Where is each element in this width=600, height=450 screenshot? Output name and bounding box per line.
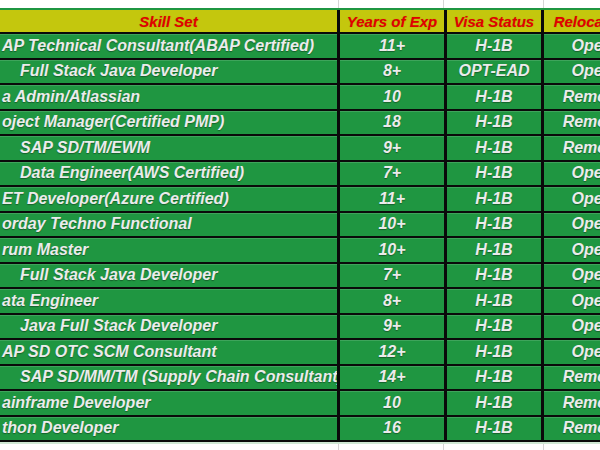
skill-cell[interactable]: Full Stack Java Developer — [0, 264, 340, 290]
visa-status-cell[interactable]: H-1B — [447, 366, 544, 392]
relocation-cell[interactable]: Open — [544, 264, 600, 290]
table-row: AP SD OTC SCM Consultant12+H-1BOpen — [0, 340, 600, 366]
column-gridline — [338, 444, 339, 450]
skill-cell[interactable]: SAP SD/TM/EWM — [0, 136, 340, 162]
header-years-of-exp[interactable]: Years of Exp — [340, 10, 447, 34]
visa-status-cell[interactable]: H-1B — [447, 264, 544, 290]
years-of-exp-cell[interactable]: 10+ — [340, 238, 447, 264]
table-row: ainframe Developer10H-1BRemote — [0, 391, 600, 417]
relocation-cell[interactable]: Open — [544, 60, 600, 86]
relocation-cell[interactable]: Open — [544, 340, 600, 366]
skill-cell[interactable]: SAP SD/MM/TM (Supply Chain Consultant) — [0, 366, 340, 392]
visa-status-cell[interactable]: H-1B — [447, 417, 544, 443]
relocation-cell[interactable]: Remote — [544, 111, 600, 137]
column-gridline — [443, 444, 444, 450]
header-relocation[interactable]: Relocation — [544, 10, 600, 34]
skill-cell[interactable]: orday Techno Functional — [0, 213, 340, 239]
years-of-exp-cell[interactable]: 7+ — [340, 264, 447, 290]
visa-status-cell[interactable]: H-1B — [447, 85, 544, 111]
skill-cell[interactable]: rum Master — [0, 238, 340, 264]
table-row: Data Engineer(AWS Certified)7+H-1BOpen — [0, 162, 600, 188]
visa-status-cell[interactable]: H-1B — [447, 289, 544, 315]
years-of-exp-cell[interactable]: 10 — [340, 85, 447, 111]
relocation-cell[interactable]: Remote — [544, 136, 600, 162]
skill-cell[interactable]: Java Full Stack Developer — [0, 315, 340, 341]
table-row: AP Technical Consultant(ABAP Certified)1… — [0, 34, 600, 60]
table-row: SAP SD/TM/EWM9+H-1BRemote — [0, 136, 600, 162]
table-row: thon Developer16H-1BRemote — [0, 417, 600, 443]
table-row: orday Techno Functional10+H-1BOpen — [0, 213, 600, 239]
years-of-exp-cell[interactable]: 11+ — [340, 34, 447, 60]
relocation-cell[interactable]: Open — [544, 213, 600, 239]
years-of-exp-cell[interactable]: 10+ — [340, 213, 447, 239]
relocation-cell[interactable]: Open — [544, 34, 600, 60]
years-of-exp-cell[interactable]: 9+ — [340, 315, 447, 341]
visa-status-cell[interactable]: H-1B — [447, 162, 544, 188]
visa-status-cell[interactable]: H-1B — [447, 315, 544, 341]
table-row: a Admin/Atlassian10H-1BRemote — [0, 85, 600, 111]
relocation-cell[interactable]: Remote — [544, 366, 600, 392]
years-of-exp-cell[interactable]: 16 — [340, 417, 447, 443]
relocation-cell[interactable]: Remote — [544, 417, 600, 443]
skill-cell[interactable]: thon Developer — [0, 417, 340, 443]
skill-cell[interactable]: Data Engineer(AWS Certified) — [0, 162, 340, 188]
skill-cell[interactable]: a Admin/Atlassian — [0, 85, 340, 111]
column-gridline — [338, 0, 339, 8]
sheet-margin-top — [0, 0, 600, 8]
table-row: Java Full Stack Developer9+H-1BOpen — [0, 315, 600, 341]
years-of-exp-cell[interactable]: 14+ — [340, 366, 447, 392]
table-row: Full Stack Java Developer7+H-1BOpen — [0, 264, 600, 290]
column-gridline — [443, 0, 444, 8]
visa-status-cell[interactable]: H-1B — [447, 391, 544, 417]
table-body: AP Technical Consultant(ABAP Certified)1… — [0, 34, 600, 442]
visa-status-cell[interactable]: OPT-EAD — [447, 60, 544, 86]
years-of-exp-cell[interactable]: 8+ — [340, 60, 447, 86]
years-of-exp-cell[interactable]: 11+ — [340, 187, 447, 213]
header-visa-status[interactable]: Visa Status — [447, 10, 544, 34]
skill-cell[interactable]: ata Engineer — [0, 289, 340, 315]
visa-status-cell[interactable]: H-1B — [447, 34, 544, 60]
skill-cell[interactable]: ET Developer(Azure Certified) — [0, 187, 340, 213]
relocation-cell[interactable]: Remote — [544, 391, 600, 417]
relocation-cell[interactable]: Open — [544, 187, 600, 213]
table-row: ET Developer(Azure Certified)11+H-1BOpen — [0, 187, 600, 213]
table-row: rum Master10+H-1BOpen — [0, 238, 600, 264]
visa-status-cell[interactable]: H-1B — [447, 111, 544, 137]
spreadsheet-screenshot: Skill Set Years of Exp Visa Status Reloc… — [0, 0, 600, 450]
skills-table: Skill Set Years of Exp Visa Status Reloc… — [0, 8, 600, 444]
visa-status-cell[interactable]: H-1B — [447, 340, 544, 366]
skill-cell[interactable]: AP SD OTC SCM Consultant — [0, 340, 340, 366]
table-row: oject Manager(Certified PMP)18H-1BRemote — [0, 111, 600, 137]
skill-cell[interactable]: AP Technical Consultant(ABAP Certified) — [0, 34, 340, 60]
relocation-cell[interactable]: Open — [544, 162, 600, 188]
years-of-exp-cell[interactable]: 10 — [340, 391, 447, 417]
sheet-margin-bottom — [0, 444, 600, 450]
years-of-exp-cell[interactable]: 7+ — [340, 162, 447, 188]
table-row: Full Stack Java Developer8+OPT-EADOpen — [0, 60, 600, 86]
years-of-exp-cell[interactable]: 9+ — [340, 136, 447, 162]
years-of-exp-cell[interactable]: 18 — [340, 111, 447, 137]
skill-cell[interactable]: ainframe Developer — [0, 391, 340, 417]
skill-cell[interactable]: oject Manager(Certified PMP) — [0, 111, 340, 137]
column-gridline — [543, 444, 544, 450]
table-row: SAP SD/MM/TM (Supply Chain Consultant)14… — [0, 366, 600, 392]
visa-status-cell[interactable]: H-1B — [447, 136, 544, 162]
table-row: ata Engineer8+H-1BOpen — [0, 289, 600, 315]
visa-status-cell[interactable]: H-1B — [447, 213, 544, 239]
relocation-cell[interactable]: Open — [544, 238, 600, 264]
relocation-cell[interactable]: Open — [544, 289, 600, 315]
visa-status-cell[interactable]: H-1B — [447, 187, 544, 213]
table-header-row: Skill Set Years of Exp Visa Status Reloc… — [0, 10, 600, 34]
relocation-cell[interactable]: Remote — [544, 85, 600, 111]
column-gridline — [543, 0, 544, 8]
visa-status-cell[interactable]: H-1B — [447, 238, 544, 264]
skill-cell[interactable]: Full Stack Java Developer — [0, 60, 340, 86]
years-of-exp-cell[interactable]: 12+ — [340, 340, 447, 366]
years-of-exp-cell[interactable]: 8+ — [340, 289, 447, 315]
relocation-cell[interactable]: Open — [544, 315, 600, 341]
header-skill-set[interactable]: Skill Set — [0, 10, 340, 34]
